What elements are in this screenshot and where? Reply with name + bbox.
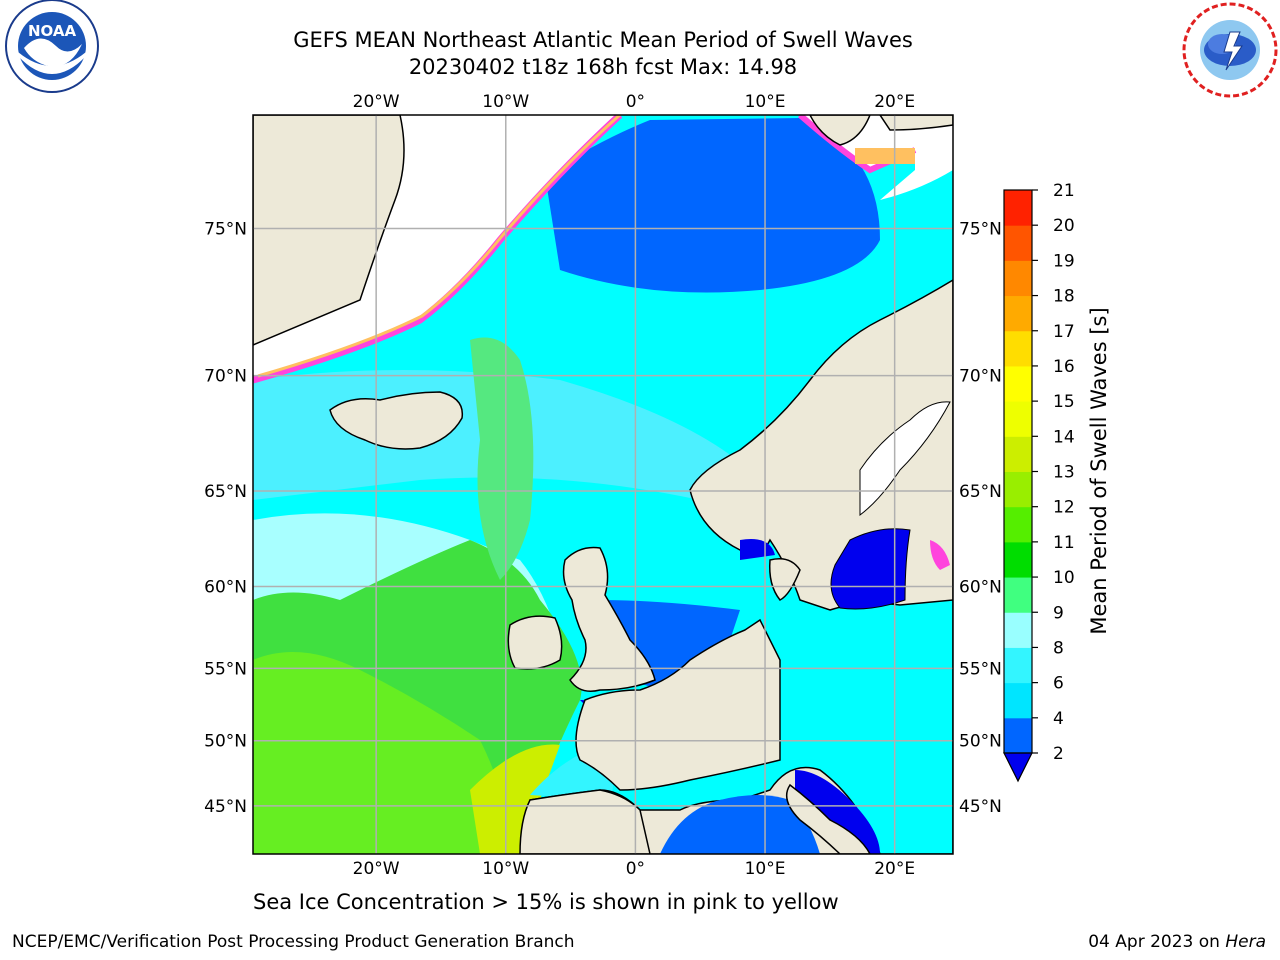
colorbar-tick-label: 10 (1053, 568, 1075, 588)
land-great-britain (562, 546, 656, 692)
chart-title: GEFS MEAN Northeast Atlantic Mean Period… (293, 28, 913, 52)
lon-label-bottom: 20°E (874, 859, 915, 879)
land-iceland (329, 391, 464, 450)
colorbar-segment (1004, 612, 1032, 648)
colorbar: 2 4 6 8 9 10 11 12 13 14 15 16 17 18 19 20 21 Mean Period… (1003, 181, 1111, 783)
colorbar-tick-label: 19 (1053, 251, 1075, 271)
lon-label-bottom: 10°E (745, 859, 786, 879)
land-greenland (253, 115, 405, 346)
footer-host: Hera (1225, 932, 1266, 952)
colorbar-segment (1004, 295, 1032, 332)
lat-label-right: 75°N (959, 219, 1002, 239)
chart-subtitle: 20230402 t18z 168h fcst Max: 14.98 (408, 55, 798, 79)
colorbar-tick-label: 18 (1053, 287, 1075, 307)
low-period-region-norwegian-sea (545, 118, 880, 293)
lat-label-right: 50°N (959, 732, 1002, 752)
lat-label-right: 65°N (959, 482, 1002, 502)
colorbar-tick-label: 13 (1053, 463, 1075, 483)
lat-label-left: 75°N (204, 219, 247, 239)
colorbar-segment (1004, 330, 1032, 367)
nws-logo (1182, 2, 1278, 98)
lon-label-bottom: 20°W (353, 859, 400, 879)
colorbar-segment (1004, 225, 1032, 261)
colorbar-tick-label: 9 (1053, 603, 1064, 623)
colorbar-segment (1004, 190, 1032, 226)
colorbar-segment (1004, 577, 1032, 613)
colorbar-tick-label: 15 (1053, 392, 1075, 412)
lat-label-right: 70°N (959, 367, 1002, 387)
lat-label-right: 60°N (959, 577, 1002, 597)
land-ireland (507, 615, 563, 670)
footer-credit: NCEP/EMC/Verification Post Processing Pr… (12, 932, 575, 952)
lat-label-left: 50°N (204, 732, 247, 752)
footer-date-text: 04 Apr 2023 on (1088, 932, 1220, 952)
colorbar-tick-label: 12 (1053, 498, 1075, 518)
lon-label-bottom: 0° (626, 859, 645, 879)
colorbar-extend-arrow (1003, 752, 1033, 783)
very-high-period-region (253, 652, 510, 854)
land-italy (785, 783, 871, 854)
lat-label-left: 55°N (204, 659, 247, 679)
lon-label-top: 10°W (482, 92, 529, 112)
swell-patch-north (470, 337, 534, 580)
lat-label-right: 45°N (959, 797, 1002, 817)
colorbar-segment (1004, 541, 1032, 578)
lon-label-top: 20°W (353, 92, 400, 112)
land-denmark (768, 558, 801, 601)
tick-labels: 20°W 20°W 10°W 10°W 0° 0° 10°E 10°E 20°E 20°E 75°N… (204, 92, 1002, 879)
colorbar-tick-label: 8 (1053, 638, 1064, 658)
colorbar-tick-label: 20 (1053, 216, 1075, 236)
sea-ice-caption: Sea Ice Concentration > 15% is shown in … (253, 890, 839, 914)
lat-label-left: 70°N (204, 367, 247, 387)
colorbar-tick-label: 16 (1053, 357, 1075, 377)
baltic-sea (830, 528, 911, 610)
lat-label-left: 45°N (204, 797, 247, 817)
lat-label-right: 55°N (959, 659, 1002, 679)
colorbar-tick-label: 11 (1053, 533, 1075, 553)
colorbar-tick-label: 21 (1053, 181, 1075, 201)
colorbar-tick-label: 2 (1053, 744, 1064, 764)
land-france-germany (575, 618, 781, 791)
colorbar-segment (1004, 506, 1032, 543)
map-frame (252, 114, 954, 855)
colorbar-segment (1004, 260, 1032, 297)
colorbar-segment (1004, 647, 1032, 684)
sea-ice-finland (930, 540, 950, 570)
graticule (253, 115, 953, 854)
land-svalbard (809, 115, 871, 146)
colorbar-tick-label: 4 (1053, 709, 1064, 729)
lat-label-left: 65°N (204, 482, 247, 502)
colorbar-tick-label: 14 (1053, 427, 1075, 447)
gulf-of-bothnia-ice (859, 401, 951, 517)
sea-ice-edge-inner (257, 115, 623, 378)
skagerrak (740, 539, 775, 560)
lat-label-left: 60°N (204, 577, 247, 597)
mediterranean-sea (660, 795, 820, 854)
lon-label-bottom: 10°W (482, 859, 529, 879)
adriatic-sea (795, 770, 880, 854)
noaa-logo-text: NOAA (28, 22, 77, 40)
noaa-logo: NOAA (5, 0, 99, 93)
colorbar-segment (1004, 436, 1032, 472)
colorbar-tick-label: 6 (1053, 674, 1064, 694)
map-area (253, 115, 953, 854)
colorbar-segment (1004, 682, 1032, 719)
colorbar-label: Mean Period of Swell Waves [s] (1087, 307, 1111, 634)
colorbar-segment (1004, 717, 1032, 754)
colorbar-segment (1004, 401, 1032, 437)
colorbar-tick-label: 17 (1053, 322, 1075, 342)
lon-label-top: 0° (626, 92, 645, 112)
footer-date: 04 Apr 2023 on Hera (1088, 932, 1266, 952)
colorbar-segment (1004, 365, 1032, 402)
lon-label-top: 20°E (874, 92, 915, 112)
lon-label-top: 10°E (745, 92, 786, 112)
sea-ice-core-svalbard (855, 148, 915, 164)
max-period-region (470, 744, 560, 854)
colorbar-segment (1004, 471, 1032, 508)
sea-ice-edge-svalbard (798, 115, 917, 174)
